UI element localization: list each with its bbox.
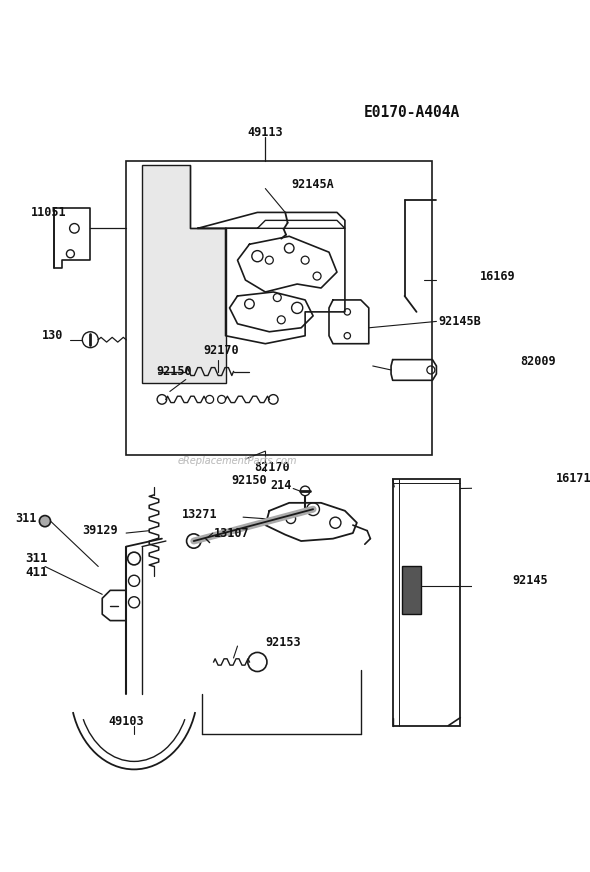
Text: 11051: 11051: [31, 206, 67, 219]
Text: 13107: 13107: [214, 527, 249, 540]
Text: 49103: 49103: [109, 715, 144, 728]
Text: 92145A: 92145A: [291, 178, 335, 191]
Text: 92145: 92145: [512, 575, 548, 588]
Bar: [126, 160, 432, 455]
Bar: [393, 479, 460, 726]
Text: eReplacementParts.com: eReplacementParts.com: [178, 456, 297, 467]
Text: 411: 411: [26, 566, 48, 579]
Text: 311: 311: [15, 512, 37, 525]
Text: 39129: 39129: [83, 524, 118, 537]
Text: E0170-A404A: E0170-A404A: [364, 105, 460, 120]
Text: 92150: 92150: [232, 474, 267, 487]
Text: 92153: 92153: [266, 636, 301, 649]
Text: eReplacementParts.com: eReplacementParts.com: [178, 456, 297, 467]
Text: 16169: 16169: [480, 269, 516, 283]
Text: 92145B: 92145B: [439, 315, 481, 328]
Text: 92150: 92150: [156, 365, 192, 378]
Text: 82170: 82170: [254, 460, 290, 473]
Text: 130: 130: [41, 330, 63, 342]
Text: 214: 214: [271, 479, 292, 492]
Text: 16171: 16171: [556, 473, 590, 486]
Circle shape: [40, 515, 51, 527]
Text: 49113: 49113: [248, 126, 283, 140]
Polygon shape: [142, 165, 225, 384]
Text: 92170: 92170: [204, 344, 239, 357]
Text: 311: 311: [26, 552, 48, 565]
Polygon shape: [402, 567, 421, 614]
Text: 82009: 82009: [520, 355, 556, 368]
Text: 13271: 13271: [182, 508, 218, 521]
